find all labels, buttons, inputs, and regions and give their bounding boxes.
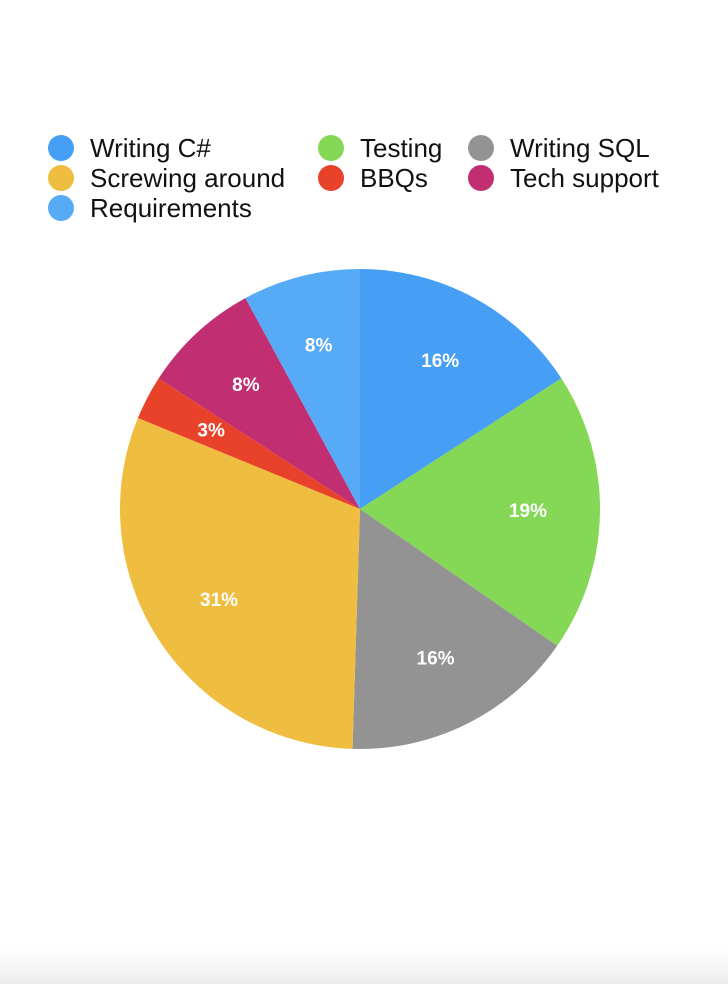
legend-label-tech-support: Tech support	[510, 163, 659, 193]
legend-label-writing-sql: Writing SQL	[510, 133, 650, 163]
legend-swatch-testing	[318, 135, 344, 161]
legend-item-writing-csharp[interactable]: Writing C#	[48, 134, 318, 162]
pie-slice-requirements[interactable]	[245, 269, 360, 509]
pie-slice-testing[interactable]	[360, 378, 601, 646]
legend-item-requirements[interactable]: Requirements	[48, 194, 318, 222]
chart-legend: Writing C# Testing Writing SQL Screwing …	[48, 134, 659, 222]
bottom-edge-shadow	[0, 948, 728, 984]
legend-item-writing-sql[interactable]: Writing SQL	[468, 134, 659, 162]
legend-item-testing[interactable]: Testing	[318, 134, 468, 162]
legend-item-tech-support[interactable]: Tech support	[468, 164, 659, 192]
legend-item-screwing-around[interactable]: Screwing around	[48, 164, 318, 192]
slice-value-label-writing-sql: 16%	[417, 649, 455, 670]
legend-swatch-writing-csharp	[48, 135, 74, 161]
legend-swatch-requirements	[48, 195, 74, 221]
slice-value-label-bbqs: 3%	[197, 421, 225, 442]
legend-swatch-writing-sql	[468, 135, 494, 161]
legend-swatch-bbqs	[318, 165, 344, 191]
slice-value-label-requirements: 8%	[305, 336, 333, 357]
legend-label-writing-csharp: Writing C#	[90, 133, 211, 163]
pie-slice-tech-support[interactable]	[158, 298, 360, 509]
legend-swatch-screwing-around	[48, 165, 74, 191]
slice-value-label-tech-support: 8%	[232, 375, 260, 396]
legend-swatch-tech-support	[468, 165, 494, 191]
legend-label-screwing-around: Screwing around	[90, 163, 286, 193]
slice-value-label-writing-csharp: 16%	[421, 351, 459, 372]
legend-label-requirements: Requirements	[90, 193, 252, 223]
slice-value-label-testing: 19%	[509, 501, 547, 522]
pie-slice-writing-csharp[interactable]	[360, 269, 562, 509]
legend-label-bbqs: BBQs	[360, 163, 428, 193]
pie-slice-screwing-around[interactable]	[119, 418, 361, 749]
slice-value-label-screwing-around: 31%	[200, 590, 238, 611]
legend-label-testing: Testing	[360, 133, 443, 163]
legend-item-bbqs[interactable]: BBQs	[318, 164, 468, 192]
pie-slice-writing-sql[interactable]	[352, 509, 558, 750]
pie-slice-bbqs[interactable]	[137, 378, 360, 509]
